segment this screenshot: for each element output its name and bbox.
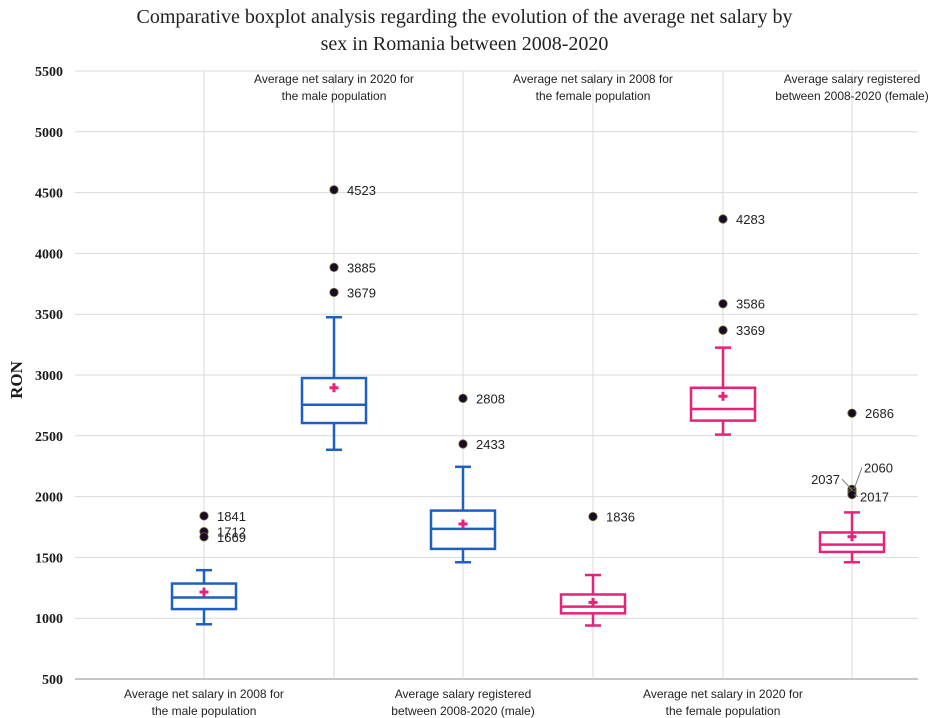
outlier-point bbox=[458, 439, 468, 449]
category-label-line: Average salary registered bbox=[395, 687, 532, 701]
box-2: 4523 3885 3679 bbox=[300, 183, 376, 452]
outlier-leader-line bbox=[853, 467, 863, 490]
outlier-point bbox=[588, 511, 598, 522]
y-tick-label: 5500 bbox=[35, 65, 63, 80]
outlier-point bbox=[718, 299, 728, 309]
outlier-point bbox=[199, 511, 209, 521]
y-tick-label: 4000 bbox=[35, 247, 63, 262]
outlier-label: 1669 bbox=[217, 530, 246, 545]
category-label-line: Average net salary in 2020 for bbox=[254, 72, 414, 86]
box-5: 4283 3586 3369 bbox=[689, 212, 765, 436]
outlier-label: 3885 bbox=[347, 260, 376, 275]
outlier-point bbox=[458, 393, 468, 403]
category-label-line: the female population bbox=[666, 704, 781, 718]
outlier-label: 2686 bbox=[865, 406, 894, 421]
y-tick-label: 1500 bbox=[35, 551, 63, 566]
outlier-label: 3679 bbox=[347, 285, 376, 300]
outlier-point bbox=[329, 185, 339, 195]
box-6: 2686 2060 2037 2017 bbox=[811, 406, 894, 564]
grid-layer bbox=[75, 70, 918, 680]
iqr-box bbox=[300, 376, 368, 425]
y-tick-label: 1000 bbox=[35, 612, 63, 627]
y-tick-label: 3000 bbox=[35, 369, 63, 384]
outlier-leader-line bbox=[853, 494, 859, 497]
outlier-label: 4283 bbox=[736, 212, 765, 227]
y-tick-label: 4500 bbox=[35, 187, 63, 202]
category-label-line: between 2008-2020 (male) bbox=[391, 704, 534, 718]
outlier-point bbox=[718, 214, 728, 224]
outlier-label: 2037 bbox=[811, 472, 840, 487]
category-labels: Average net salary in 2008 for the male p… bbox=[124, 72, 929, 718]
outlier-label: 4523 bbox=[347, 183, 376, 198]
outlier-label: 1712 bbox=[217, 525, 246, 540]
outlier-point bbox=[199, 532, 209, 542]
outlier-point bbox=[329, 262, 339, 272]
box-4: 1836 bbox=[559, 510, 635, 627]
outlier-label: 2017 bbox=[860, 490, 889, 505]
category-label-line: Average salary registered bbox=[784, 72, 921, 86]
category-label-line: the male population bbox=[152, 704, 257, 718]
y-tick-label: 500 bbox=[42, 673, 63, 688]
y-tick-label: 3500 bbox=[35, 308, 63, 323]
outlier-point bbox=[718, 325, 728, 335]
outlier-label: 1836 bbox=[606, 510, 635, 525]
outlier-point bbox=[329, 287, 339, 298]
outlier-label: 3369 bbox=[736, 323, 765, 338]
outlier-label: 2808 bbox=[476, 391, 505, 406]
outlier-point bbox=[847, 408, 857, 418]
category-label-line: the female population bbox=[536, 89, 651, 103]
iqr-box bbox=[689, 386, 757, 422]
y-axis-label: RON bbox=[7, 360, 26, 399]
y-tick-label: 2000 bbox=[35, 491, 63, 506]
outlier-label: 3586 bbox=[736, 297, 765, 312]
y-tick-label: 5000 bbox=[35, 126, 63, 141]
chart-title-line-2: sex in Romania between 2008-2020 bbox=[320, 33, 609, 55]
y-tick-label: 2500 bbox=[35, 430, 63, 445]
chart-title: Comparative boxplot analysis regarding t… bbox=[0, 4, 929, 58]
category-label-line: Average net salary in 2008 for bbox=[513, 72, 673, 86]
category-label-line: between 2008-2020 (female) bbox=[775, 89, 928, 103]
outlier-point bbox=[847, 489, 857, 500]
y-axis-ticks: 500 1000 1500 2000 2500 3000 3500 4000 4500 5000 5… bbox=[35, 65, 63, 688]
category-label-line: Average net salary in 2008 for bbox=[124, 687, 284, 701]
outlier-label: 2433 bbox=[476, 437, 505, 452]
outlier-label: 2060 bbox=[864, 460, 893, 475]
box-3: 2808 2433 bbox=[429, 391, 505, 564]
chart-title-line-1: Comparative boxplot analysis regarding t… bbox=[136, 6, 793, 28]
category-label-line: the male population bbox=[282, 89, 387, 103]
category-label-line: Average net salary in 2020 for bbox=[643, 687, 803, 701]
outlier-label: 1841 bbox=[217, 509, 246, 524]
